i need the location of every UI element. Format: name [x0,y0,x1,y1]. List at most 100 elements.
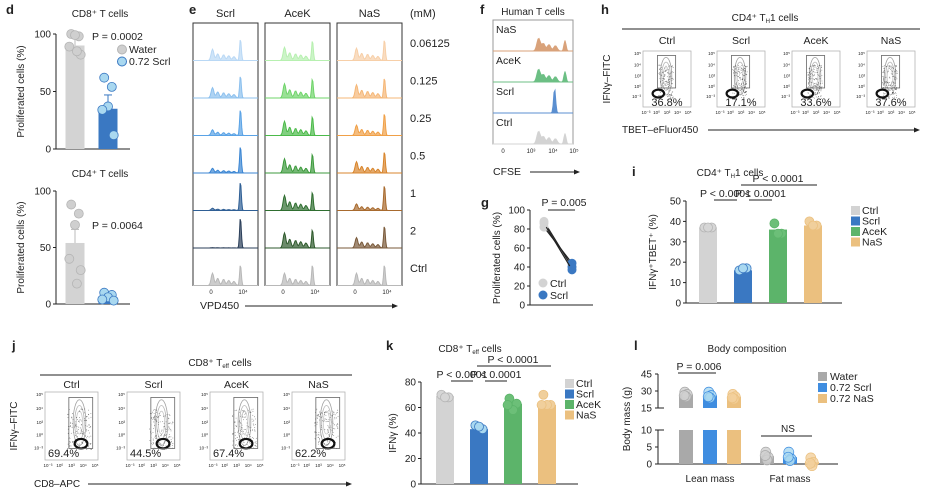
event-dot [743,70,745,72]
histogram [265,191,330,211]
event-dot [76,425,78,427]
event-dot [245,428,246,430]
y-tick-label: 10⁰ [36,433,43,438]
event-dot [85,442,86,443]
x-tick-label: 10⁰ [802,110,809,115]
event-dot [741,85,743,87]
legend-label: Scrl [550,290,568,302]
event-dot [330,419,332,421]
event-dot [746,83,747,84]
legend-label-nas: NaS [862,237,882,249]
event-dot [813,65,814,66]
gate-percentage: 69.4% [48,448,79,460]
event-dot [814,97,815,99]
event-dot [318,441,320,443]
event-dot [164,426,165,427]
event-dot [817,89,819,91]
row-label: AceK [496,55,521,67]
event-dot [816,88,818,90]
event-dot [75,435,76,436]
event-dot [743,92,745,94]
event-dot [249,441,251,443]
event-dot [314,422,316,424]
event-dot [892,75,893,77]
event-dot [158,444,159,445]
event-dot [809,76,811,77]
event-dot [737,67,739,69]
event-dot [893,81,894,83]
panel-label-f: f [480,2,485,17]
event-dot [252,423,254,425]
chart-title: CD8⁺ Teff cells [438,344,501,356]
event-dot [741,83,743,84]
event-dot [669,81,670,82]
data-point [72,278,82,289]
event-dot [663,76,665,77]
event-dot [888,97,890,99]
event-dot [882,76,884,77]
event-dot [81,420,83,422]
x-tick-label: 10³ [664,110,671,115]
event-dot [333,411,335,413]
event-dot [165,421,167,423]
x-tick-label: 10⁰ [138,463,145,468]
x-axis-arrow-head [346,481,352,487]
event-dot [745,93,747,95]
event-dot [742,69,744,71]
x-tick-label: 10⁴ [748,110,755,115]
y-axis-label: IFNγ–FITC [602,55,613,104]
legend-marker [538,290,548,300]
x-category-label: Lean mass [686,474,735,485]
y-tick-label: 10⁵ [858,51,865,56]
chart-title: CD4⁺ TH1 cells [697,168,764,180]
event-dot [889,77,891,79]
event-dot [154,425,155,427]
data-point [66,199,77,210]
event-dot [243,419,244,421]
event-dot [325,414,327,416]
event-dot [159,421,161,423]
event-dot [87,435,88,437]
event-dot [892,85,893,87]
data-point [72,46,82,57]
event-dot [152,444,154,446]
event-dot [735,68,737,70]
y-tick-label: 10⁵ [634,51,641,56]
legend-marker [538,278,548,288]
gate [315,397,341,449]
event-dot [736,84,738,86]
y-tick-label: 100 [34,30,51,41]
event-dot [158,421,160,423]
event-dot [883,94,885,96]
legend-swatch [818,394,827,403]
chart-title: Body composition [708,344,787,355]
event-dot [159,415,161,416]
event-dot [74,426,76,428]
event-dot [239,439,240,441]
bar-072scrl [98,108,118,149]
event-dot [744,91,746,93]
event-dot [86,428,88,430]
event-dot [744,68,745,69]
event-dot [316,434,317,436]
event-dot [244,417,246,418]
flow-density [875,56,898,99]
event-dot [171,423,173,425]
event-dot [742,89,744,91]
x-tick-label: 10⁴ [245,463,252,468]
event-dot [152,431,154,433]
event-dot [88,427,90,428]
x-axis-label: CFSE [493,166,521,178]
event-dot [817,84,819,85]
event-dot [672,91,674,93]
event-dot [165,434,167,436]
event-dot [160,443,162,445]
event-dot [659,73,661,75]
contour [240,410,249,435]
event-dot [67,448,69,449]
event-dot [172,437,174,439]
event-dot [818,92,820,93]
event-dot [244,434,246,436]
event-dot [733,67,735,69]
histogram [337,265,402,286]
